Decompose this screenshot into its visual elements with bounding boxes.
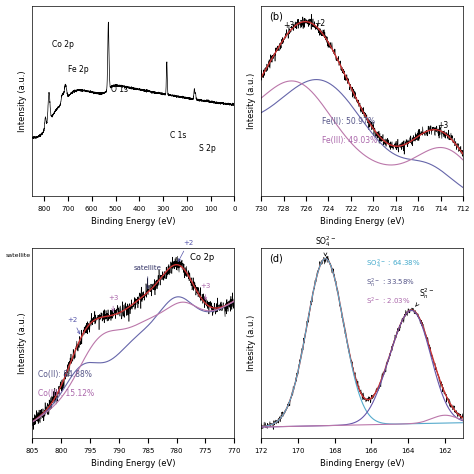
Text: S$_n^{2-}$ : 33.58%: S$_n^{2-}$ : 33.58%: [366, 277, 415, 290]
Text: +2: +2: [178, 240, 193, 262]
Text: O 1s: O 1s: [111, 85, 128, 94]
Text: Fe 2p: Fe 2p: [68, 65, 89, 74]
Text: +3: +3: [108, 294, 118, 311]
Text: +2: +2: [68, 317, 80, 334]
Y-axis label: Intesity (a.u.): Intesity (a.u.): [246, 73, 255, 129]
Text: S$_n^{2-}$: S$_n^{2-}$: [416, 286, 434, 306]
Text: Fe(II): 50.97%: Fe(II): 50.97%: [322, 117, 375, 126]
X-axis label: Binding Energy (eV): Binding Energy (eV): [320, 218, 404, 227]
Text: Co(III): 15.12%: Co(III): 15.12%: [38, 389, 94, 398]
Text: +3: +3: [437, 121, 448, 130]
Y-axis label: Intensity (a.u.): Intensity (a.u.): [18, 70, 27, 132]
Text: +3: +3: [200, 283, 210, 300]
X-axis label: Binding Energy (eV): Binding Energy (eV): [91, 218, 175, 227]
Text: Co 2p: Co 2p: [52, 40, 73, 49]
Text: Co 2p: Co 2p: [190, 253, 214, 262]
X-axis label: Binding Energy (eV): Binding Energy (eV): [91, 459, 175, 468]
Text: (b): (b): [269, 11, 283, 21]
Text: S$^{2-}$ : 2.03%: S$^{2-}$ : 2.03%: [366, 296, 410, 307]
Y-axis label: Intesity (a.u.): Intesity (a.u.): [246, 315, 255, 371]
Y-axis label: Intensity (a.u.): Intensity (a.u.): [18, 312, 27, 374]
Text: +2: +2: [314, 18, 325, 27]
X-axis label: Binding Energy (eV): Binding Energy (eV): [320, 459, 404, 468]
Text: Co(II): 84.88%: Co(II): 84.88%: [38, 370, 92, 379]
Text: Fe(III): 49.03%: Fe(III): 49.03%: [322, 136, 377, 145]
Text: satellite: satellite: [5, 253, 30, 258]
Text: (d): (d): [269, 253, 283, 263]
Text: +3: +3: [283, 20, 295, 29]
Text: S 2p: S 2p: [199, 145, 216, 154]
Text: SO$_4^{2-}$: SO$_4^{2-}$: [315, 235, 336, 256]
Text: SO$_4^{2-}$ : 64.38%: SO$_4^{2-}$ : 64.38%: [366, 258, 420, 271]
Text: satellite: satellite: [134, 265, 162, 289]
Text: C 1s: C 1s: [170, 131, 186, 140]
